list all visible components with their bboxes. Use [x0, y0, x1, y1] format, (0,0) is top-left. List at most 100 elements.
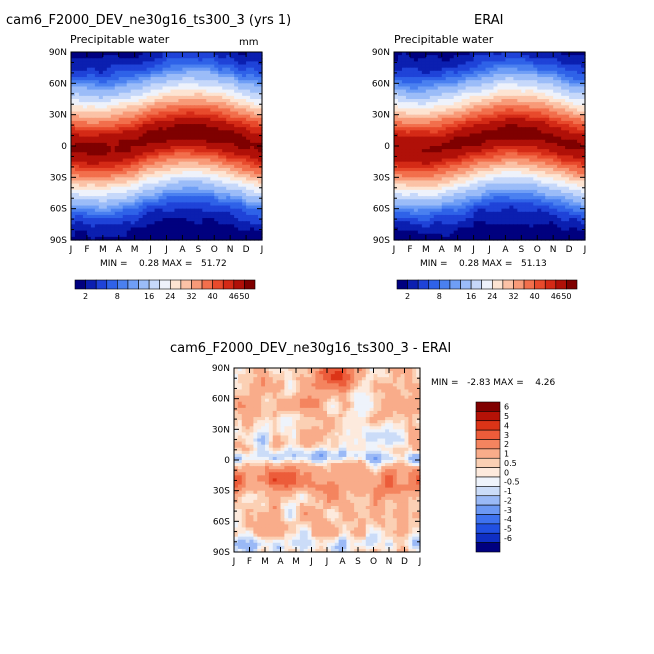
- field-cell: [541, 127, 546, 131]
- field-cell: [242, 95, 247, 100]
- field-cell: [86, 130, 92, 135]
- field-cell: [206, 214, 211, 219]
- field-cell: [429, 77, 435, 81]
- field-cell: [513, 117, 518, 122]
- field-cell: [441, 111, 447, 116]
- field-cell: [577, 77, 582, 81]
- field-cell: [94, 224, 100, 229]
- field-cell: [202, 167, 207, 172]
- field-cell: [134, 186, 140, 191]
- field-cell: [94, 174, 100, 178]
- field-cell: [457, 146, 463, 150]
- field-cell: [158, 114, 164, 119]
- field-cell: [222, 86, 227, 91]
- field-cell: [186, 180, 191, 185]
- field-cell: [473, 73, 479, 78]
- field-cell: [102, 211, 108, 216]
- field-cell: [134, 92, 140, 97]
- field-cell: [222, 80, 227, 84]
- field-cell: [130, 92, 136, 97]
- field-cell: [134, 117, 140, 122]
- field-cell: [397, 139, 403, 144]
- field-cell: [74, 189, 80, 194]
- field-cell: [154, 199, 160, 203]
- field-cell: [258, 174, 263, 178]
- field-cell: [234, 167, 239, 172]
- field-cell: [569, 149, 574, 153]
- field-cell: [421, 55, 427, 59]
- field-cell: [569, 174, 574, 178]
- field-cell: [238, 58, 243, 62]
- field-cell: [150, 89, 156, 94]
- field-cell: [545, 73, 550, 78]
- field-cell: [202, 171, 207, 175]
- field-cell: [198, 211, 203, 216]
- field-cell: [126, 218, 132, 222]
- field-cell: [557, 83, 562, 88]
- field-cell: [190, 95, 195, 100]
- field-cell: [142, 142, 148, 147]
- field-cell: [433, 133, 439, 138]
- field-cell: [194, 99, 199, 103]
- field-cell: [174, 205, 180, 210]
- field-cell: [178, 58, 184, 62]
- field-cell: [230, 158, 235, 163]
- field-cell: [453, 99, 459, 103]
- field-cell: [122, 236, 128, 241]
- field-cell: [146, 171, 152, 175]
- field-cell: [150, 164, 156, 169]
- field-cell: [194, 120, 199, 125]
- field-cell: [417, 58, 423, 62]
- field-cell: [122, 183, 128, 188]
- field-cell: [557, 102, 562, 106]
- field-cell: [90, 114, 96, 119]
- field-cell: [501, 171, 507, 175]
- field-cell: [158, 77, 164, 81]
- field-cell: [513, 139, 518, 144]
- field-cell: [134, 133, 140, 138]
- field-cell: [501, 174, 507, 178]
- field-cell: [230, 80, 235, 84]
- field-cell: [457, 177, 463, 182]
- field-cell: [497, 177, 503, 182]
- field-cell: [71, 86, 76, 91]
- field-cell: [569, 95, 574, 100]
- field-cell: [453, 83, 459, 88]
- field-cell: [254, 127, 259, 131]
- field-cell: [405, 61, 411, 66]
- field-cell: [190, 136, 195, 141]
- field-cell: [74, 161, 80, 166]
- field-cell: [126, 133, 132, 138]
- field-cell: [481, 124, 487, 128]
- field-cell: [142, 139, 148, 144]
- field-cell: [557, 92, 562, 97]
- field-cell: [505, 95, 510, 100]
- field-cell: [94, 199, 100, 203]
- field-cell: [437, 95, 443, 100]
- field-cell: [166, 70, 172, 75]
- field-cell: [114, 55, 120, 59]
- field-cell: [537, 58, 542, 62]
- field-cell: [98, 58, 104, 62]
- field-cell: [186, 139, 191, 144]
- field-cell: [525, 127, 530, 131]
- field-cell: [473, 99, 479, 103]
- field-cell: [429, 105, 435, 109]
- field-cell: [242, 108, 247, 113]
- field-cell: [529, 73, 534, 78]
- field-cell: [158, 73, 164, 78]
- field-cell: [210, 177, 215, 182]
- field-cell: [122, 55, 128, 59]
- field-cell: [509, 114, 514, 119]
- field-cell: [118, 230, 124, 235]
- field-cell: [214, 152, 219, 156]
- field-cell: [477, 64, 483, 69]
- field-cell: [493, 164, 499, 169]
- field-cell: [202, 86, 207, 91]
- field-cell: [118, 55, 124, 59]
- field-cell: [126, 186, 132, 191]
- field-cell: [106, 233, 112, 238]
- field-cell: [481, 61, 487, 66]
- field-cell: [493, 177, 499, 182]
- field-cell: [397, 108, 403, 113]
